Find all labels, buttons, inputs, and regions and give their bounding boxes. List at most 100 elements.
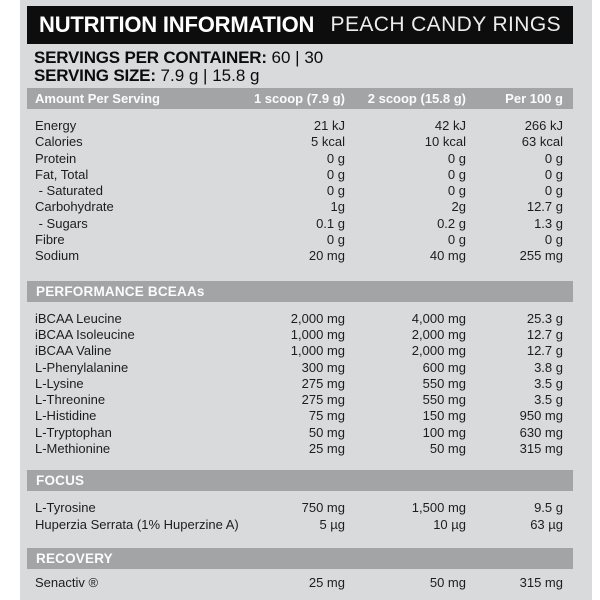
table-row: Energy 21 kJ 42 kJ 266 kJ — [27, 118, 563, 134]
focus-rows: L-Tyrosine 750 mg 1,500 mg 9.5 g Huperzi… — [27, 500, 573, 533]
row-value-per100g: 3.5 g — [534, 392, 563, 408]
row-value-1scoop: 25 mg — [308, 441, 345, 457]
row-value-2scoop: 550 mg — [422, 375, 466, 391]
row-name: - Sugars — [35, 215, 88, 231]
title-bar: NUTRITION INFORMATION PEACH CANDY RINGS — [27, 6, 573, 44]
row-name: L-Threonine — [35, 392, 106, 408]
row-value-1scoop: 50 mg — [308, 424, 345, 440]
row-name: iBCAA Leucine — [35, 310, 122, 326]
row-name: Carbohydrate — [35, 199, 114, 215]
row-name: L-Histidine — [35, 408, 97, 424]
table-row: L-Lysine 275 mg 550 mg 3.5 g — [27, 376, 563, 392]
section-header-focus: FOCUS — [27, 470, 573, 492]
row-value-per100g: 950 mg — [519, 408, 563, 424]
column-2-scoop: 2 scoop (15.8 g) — [367, 91, 466, 106]
row-value-2scoop: 0 g — [447, 166, 466, 182]
table-row: Senactiv ® 25 mg 50 mg 315 mg — [27, 575, 563, 591]
table-row: Sodium 20 mg 40 mg 255 mg — [27, 248, 563, 264]
row-value-1scoop: 20 mg — [308, 248, 345, 264]
row-value-per100g: 12.7 g — [526, 199, 563, 215]
table-row: Protein 0 g 0 g 0 g — [27, 151, 563, 167]
row-value-per100g: 266 kJ — [524, 118, 563, 133]
row-name: L-Tyrosine — [35, 500, 96, 516]
row-value-1scoop: 275 mg — [301, 375, 345, 391]
row-value-1scoop: 5 µg — [319, 516, 345, 532]
nutrition-rows: Energy 21 kJ 42 kJ 266 kJ Calories 5 kca… — [27, 118, 573, 265]
row-name: Senactiv ® — [35, 574, 99, 590]
row-name: Energy — [35, 118, 77, 133]
row-value-1scoop: 2,000 mg — [290, 310, 345, 326]
row-value-1scoop: 75 mg — [308, 408, 345, 424]
table-row: L-Threonine 275 mg 550 mg 3.5 g — [27, 392, 563, 408]
table-row: L-Phenylalanine 300 mg 600 mg 3.8 g — [27, 360, 563, 376]
serving-info: SERVINGS PER CONTAINER: 60 | 30 SERVING … — [34, 49, 573, 85]
performance-rows: iBCAA Leucine 2,000 mg 4,000 mg 25.3 g i… — [27, 311, 573, 458]
row-value-per100g: 0 g — [544, 183, 563, 199]
row-value-1scoop: 0 g — [326, 232, 345, 248]
row-value-1scoop: 5 kcal — [311, 134, 345, 150]
table-row: iBCAA Isoleucine 1,000 mg 2,000 mg 12.7 … — [27, 327, 563, 343]
row-value-per100g: 315 mg — [519, 441, 563, 457]
serving-size-label: SERVING SIZE: — [34, 66, 156, 85]
row-value-per100g: 1.3 g — [534, 215, 563, 231]
row-name: - Saturated — [35, 183, 103, 199]
recovery-rows: Senactiv ® 25 mg 50 mg 315 mg — [27, 575, 573, 591]
row-value-per100g: 315 mg — [519, 574, 563, 590]
servings-per-container-line: SERVINGS PER CONTAINER: 60 | 30 — [34, 49, 573, 67]
table-row: - Saturated 0 g 0 g 0 g — [27, 183, 563, 199]
section-header-recovery: RECOVERY — [27, 547, 573, 569]
page-title: NUTRITION INFORMATION — [39, 12, 315, 37]
serving-size-value: 7.9 g | 15.8 g — [160, 66, 260, 85]
column-1-scoop: 1 scoop (7.9 g) — [253, 91, 345, 106]
row-name: L-Phenylalanine — [35, 359, 129, 375]
row-value-2scoop: 10 kcal — [424, 134, 466, 150]
column-per-100g: Per 100 g — [505, 91, 563, 106]
row-value-per100g: 63 kcal — [521, 134, 563, 150]
row-name: iBCAA Isoleucine — [35, 326, 135, 342]
row-value-1scoop: 25 mg — [308, 574, 345, 590]
row-value-2scoop: 150 mg — [422, 408, 466, 424]
row-value-per100g: 25.3 g — [526, 310, 563, 326]
row-value-2scoop: 2,000 mg — [411, 326, 466, 342]
row-value-1scoop: 275 mg — [301, 392, 345, 408]
table-row: L-Methionine 25 mg 50 mg 315 mg — [27, 441, 563, 457]
row-name: Fibre — [35, 232, 65, 248]
row-value-2scoop: 600 mg — [422, 359, 466, 375]
row-name: Calories — [35, 134, 83, 150]
row-value-per100g: 12.7 g — [526, 326, 563, 342]
row-value-per100g: 0 g — [544, 232, 563, 248]
row-name: L-Lysine — [35, 375, 84, 391]
flavor-name: PEACH CANDY RINGS — [330, 13, 561, 36]
row-value-1scoop: 750 mg — [301, 500, 345, 516]
row-value-per100g: 0 g — [544, 166, 563, 182]
row-value-per100g: 9.5 g — [534, 500, 563, 516]
row-name: Fat, Total — [35, 166, 89, 182]
row-value-2scoop: 50 mg — [429, 574, 466, 590]
table-row: Fat, Total 0 g 0 g 0 g — [27, 167, 563, 183]
row-name: iBCAA Valine — [35, 343, 112, 359]
nutrition-label-panel: NUTRITION INFORMATION PEACH CANDY RINGS … — [20, 0, 592, 600]
table-row: Calories 5 kcal 10 kcal 63 kcal — [27, 134, 563, 150]
servings-per-container-value: 60 | 30 — [271, 48, 324, 67]
section-header-performance-bceaas: PERFORMANCE BCEAAs — [27, 280, 573, 302]
row-value-per100g: 3.8 g — [534, 359, 563, 375]
column-header-row: Amount Per Serving 1 scoop (7.9 g) 2 sco… — [27, 88, 573, 109]
row-value-2scoop: 0 g — [447, 183, 466, 199]
row-value-2scoop: 2g — [451, 199, 466, 215]
row-name: L-Methionine — [35, 441, 111, 457]
column-amount-per-serving: Amount Per Serving — [35, 91, 160, 106]
row-value-2scoop: 1,500 mg — [411, 500, 466, 516]
row-value-1scoop: 0 g — [326, 150, 345, 166]
row-value-1scoop: 1g — [330, 199, 345, 215]
table-row: Carbohydrate 1g 2g 12.7 g — [27, 199, 563, 215]
table-row: Huperzia Serrata (1% Huperzine A) 5 µg 1… — [27, 517, 563, 533]
table-row: L-Tryptophan 50 mg 100 mg 630 mg — [27, 425, 563, 441]
table-row: - Sugars 0.1 g 0.2 g 1.3 g — [27, 216, 563, 232]
row-value-1scoop: 0 g — [326, 183, 345, 199]
table-row: L-Histidine 75 mg 150 mg 950 mg — [27, 408, 563, 424]
table-row: iBCAA Leucine 2,000 mg 4,000 mg 25.3 g — [27, 311, 563, 327]
table-row: Fibre 0 g 0 g 0 g — [27, 232, 563, 248]
table-row: L-Tyrosine 750 mg 1,500 mg 9.5 g — [27, 500, 563, 516]
row-value-per100g: 3.5 g — [534, 375, 563, 391]
row-value-per100g: 12.7 g — [526, 343, 563, 359]
